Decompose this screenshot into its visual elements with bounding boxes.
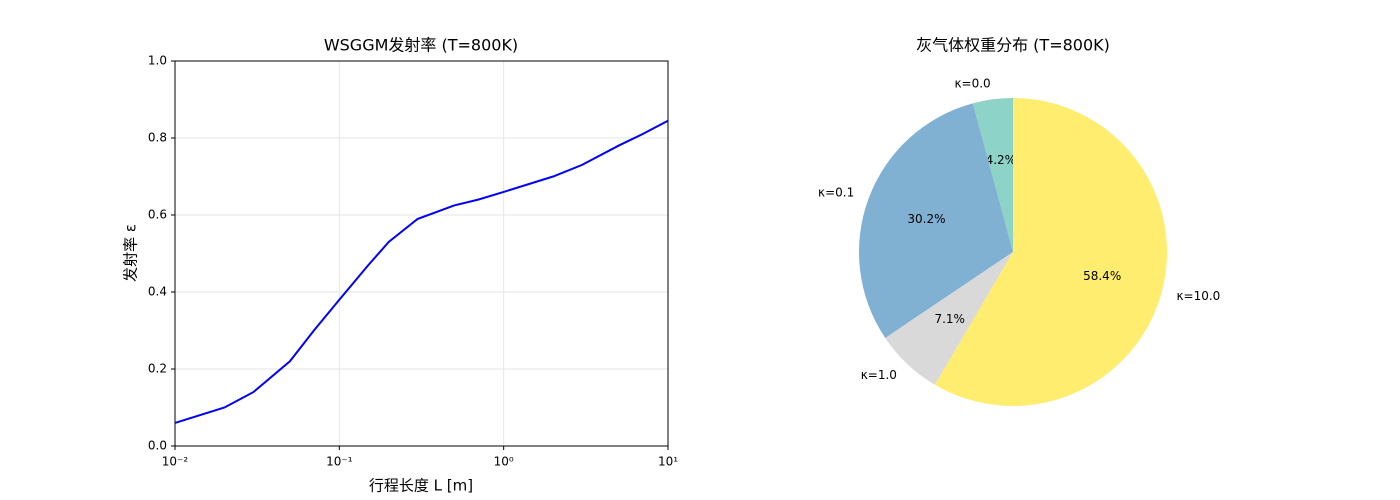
pie-value-label: 30.2% [907, 212, 945, 226]
line-title: WSGGM发射率 (T=800K) [324, 36, 518, 55]
line [174, 119, 669, 424]
y-tick-label: 0.2 [148, 362, 167, 376]
x-tick-label: 10⁰ [494, 455, 514, 469]
pie-label: κ=0.1 [818, 185, 854, 199]
x-tick-label: 10¹ [658, 455, 678, 469]
x-axis-label: 行程长度 L [m] [369, 477, 473, 495]
pie-slice [972, 98, 1013, 252]
x-tick-label: 10⁻¹ [326, 455, 353, 469]
y-axis-label: 发射率 ε [122, 224, 140, 282]
pie-label: κ=1.0 [861, 368, 897, 382]
pie-slice [858, 103, 1013, 339]
y-tick-label: 0.6 [148, 208, 167, 222]
plot-frame [174, 60, 669, 447]
y-tick-label: 1.0 [148, 54, 167, 68]
pie-label: κ=0.0 [954, 77, 990, 91]
pie-value-label: 4.2% [986, 153, 1017, 167]
y-tick-label: 0.0 [148, 439, 167, 453]
x-tick-label: 10⁻² [162, 455, 189, 469]
pie-slice [934, 98, 1168, 406]
pie-label: κ=10.0 [1176, 289, 1220, 303]
pie-value-label: 58.4% [1083, 269, 1121, 283]
pie-value-label: 7.1% [934, 312, 965, 326]
pie-title: 灰气体权重分布 (T=800K) [916, 36, 1110, 55]
pie-slice [885, 252, 1013, 385]
y-tick-label: 0.4 [148, 285, 167, 299]
y-tick-label: 0.8 [148, 131, 167, 145]
